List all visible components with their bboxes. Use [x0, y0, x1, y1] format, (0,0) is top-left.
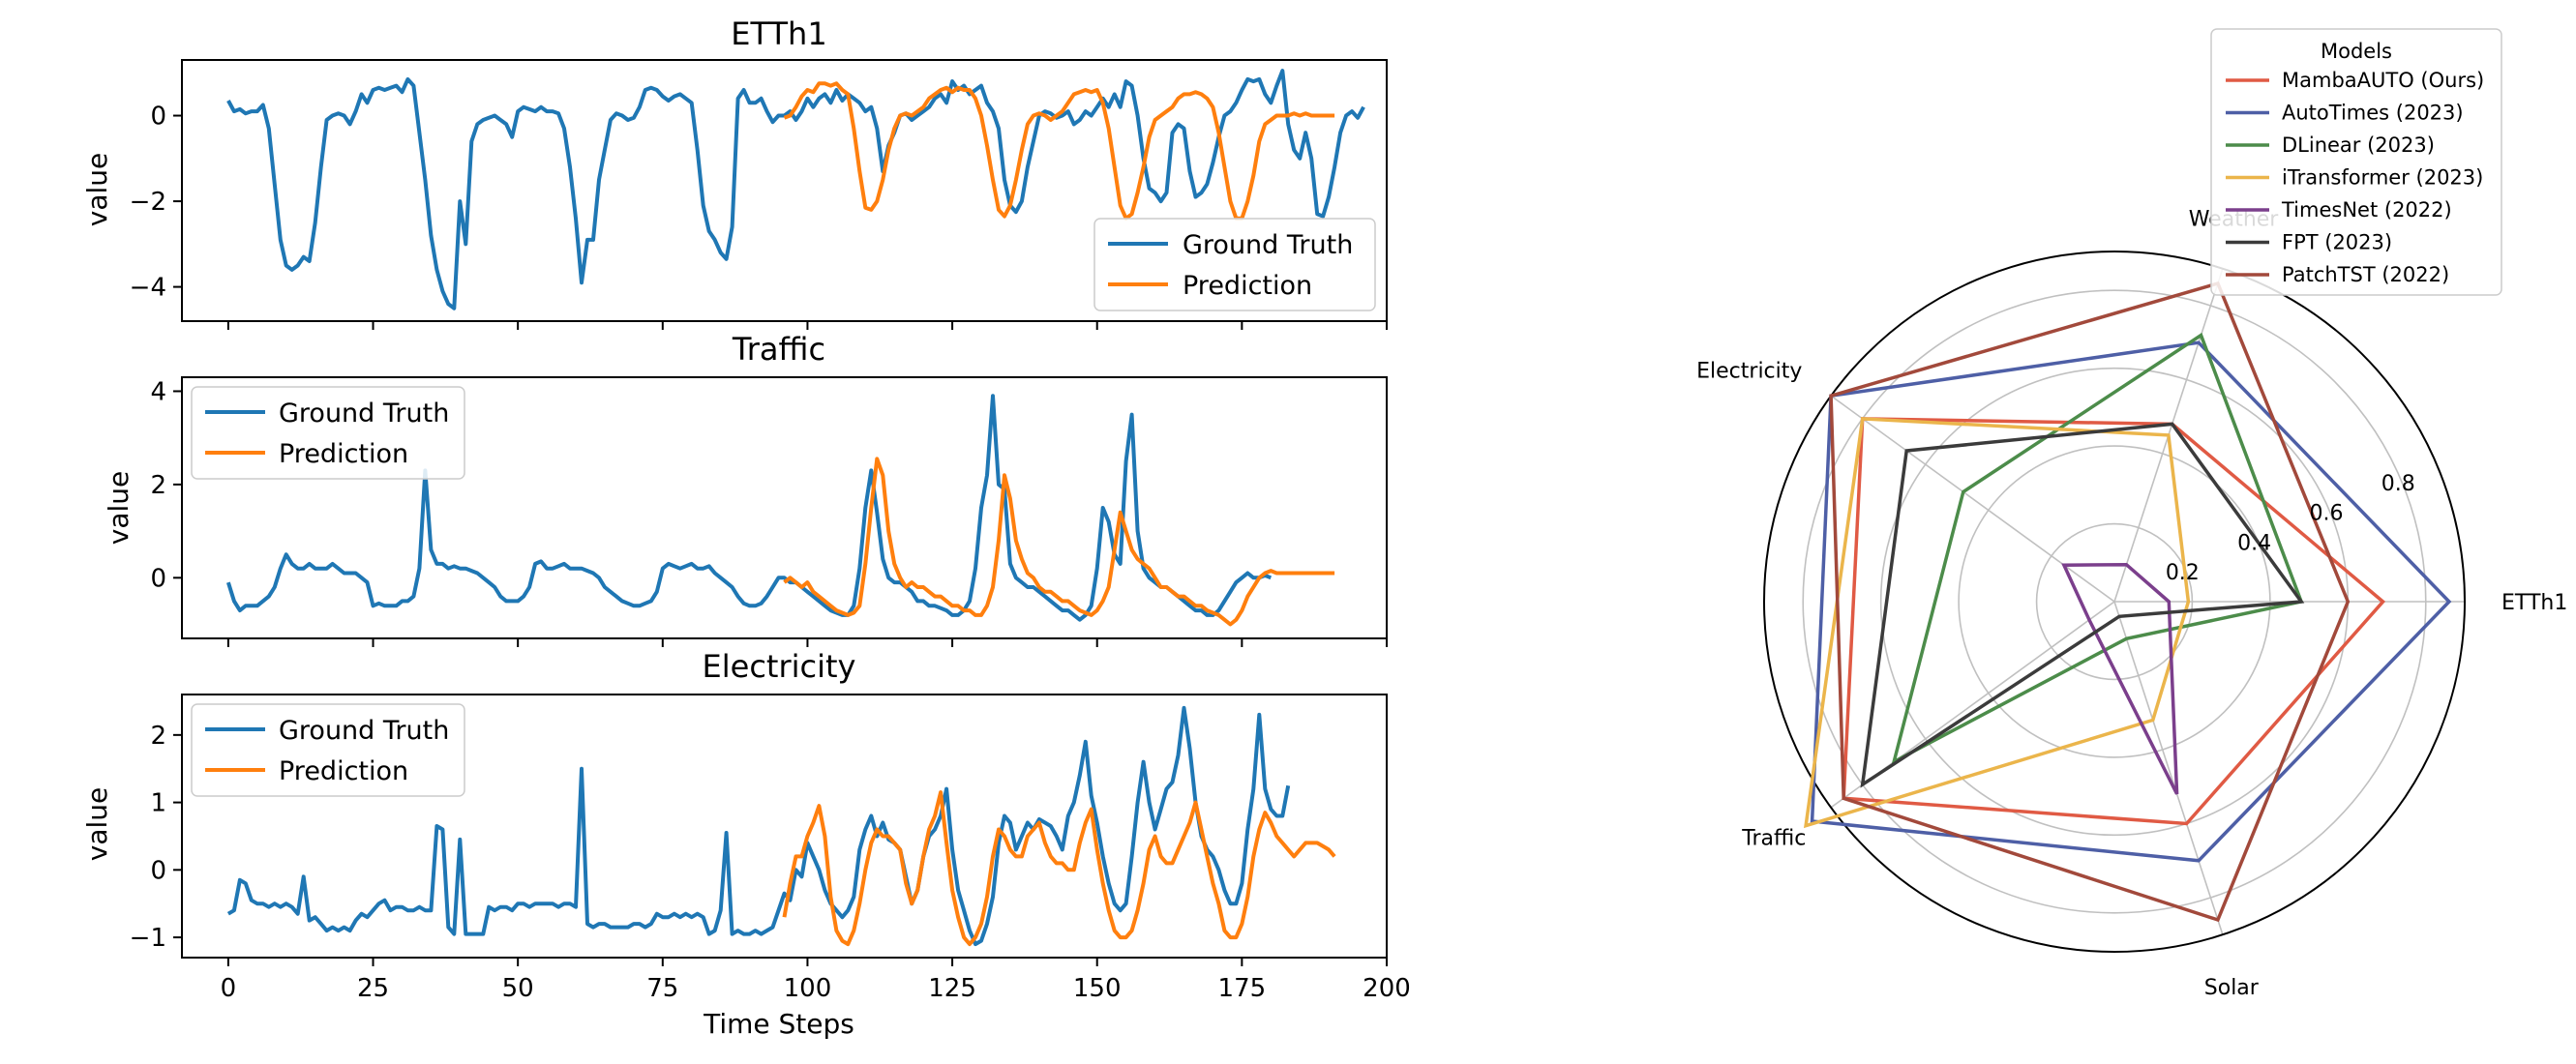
x-tick-label: 25 — [357, 974, 389, 1003]
panel-title-etth1: ETTh1 — [731, 15, 826, 52]
radar-spoke — [2113, 601, 2224, 935]
radar-axis-label-traffic: Traffic — [1741, 826, 1806, 850]
series-line-prediction — [783, 81, 1335, 221]
radar-series-timesnet-2022 — [2061, 562, 2179, 795]
y-tick-label: −1 — [130, 924, 166, 953]
legend-box-etth1 — [1093, 218, 1376, 311]
y-tick-label: −2 — [130, 188, 166, 217]
lines-etth1 — [226, 69, 1365, 310]
panel-etth1: ETTh1 value 0 −2 −4 Ground Truth Predictio… — [81, 15, 1388, 330]
y-tick-label: 0 — [150, 103, 166, 132]
radar-series-patchtst-2022 — [1829, 281, 2351, 923]
radar-chart: ETTh1WeatherElectricityTrafficSolar 0.20… — [1696, 28, 2567, 1000]
x-tick-label: 125 — [928, 974, 976, 1003]
legend-label-ground-truth: Ground Truth — [279, 716, 449, 746]
y-tick-label: 1 — [150, 789, 166, 818]
y-tick-label: 2 — [150, 471, 166, 500]
radar-legend-label: TimesNet (2022) — [2281, 198, 2452, 222]
radar-legend: Models MambaAUTO (Ours) AutoTimes (2023) D… — [2210, 28, 2502, 296]
panel-traffic: Traffic value 4 2 0 Ground Truth Predictio… — [103, 331, 1388, 647]
radar-legend-title: Models — [2321, 40, 2392, 63]
legend-etth1: Ground Truth Prediction — [1093, 218, 1376, 311]
radar-series-autotimes-2023 — [1810, 340, 2452, 863]
radar-series-fpt-2023 — [1860, 422, 2305, 788]
y-axis-label-traffic: value — [103, 471, 135, 545]
series-line-prediction — [782, 790, 1336, 947]
radar-legend-box — [2210, 28, 2502, 296]
x-tick-label: 200 — [1363, 974, 1411, 1003]
legend-box-traffic — [191, 386, 465, 480]
radar-legend-label: DLinear (2023) — [2282, 133, 2435, 157]
y-axis-label-etth1: value — [81, 153, 113, 226]
y-tick-label: 0 — [150, 856, 166, 885]
plot-frame-electricity — [181, 694, 1388, 959]
radar-series-dlinear-2023 — [1891, 332, 2304, 765]
y-tick-label: 2 — [150, 722, 166, 751]
radar-radial-tick-label: 0.4 — [2237, 531, 2271, 555]
radar-axis-label-etth1: ETTh1 — [2501, 591, 2567, 615]
legend-label-ground-truth: Ground Truth — [279, 399, 449, 429]
radar-radial-ticks: 0.2 0.4 0.6 0.8 — [2166, 472, 2415, 585]
y-axis-label-electricity: value — [81, 787, 113, 861]
series-line-ground-truth — [225, 394, 1273, 622]
y-tick-label: −4 — [130, 274, 166, 303]
legend-electricity: Ground Truth Prediction — [191, 703, 465, 797]
y-tick-label: 4 — [150, 377, 166, 406]
legend-box-electricity — [191, 703, 465, 797]
panel-title-electricity: Electricity — [703, 648, 856, 685]
radar-legend-label: AutoTimes (2023) — [2282, 102, 2464, 125]
lines-electricity — [226, 705, 1336, 947]
y-tick-label: 0 — [150, 564, 166, 593]
legend-label-prediction: Prediction — [1183, 271, 1312, 301]
panel-title-traffic: Traffic — [732, 331, 825, 368]
x-tick-label: 75 — [646, 974, 678, 1003]
legend-label-prediction: Prediction — [279, 439, 408, 469]
legend-label-prediction: Prediction — [279, 756, 408, 786]
ticks-traffic: 4 2 0 — [150, 377, 1388, 647]
radar-grid — [1763, 251, 2466, 953]
radar-radial-tick-label: 0.8 — [2381, 472, 2415, 496]
lines-traffic — [225, 394, 1335, 627]
series-line-ground-truth — [226, 69, 1365, 310]
radar-spoke — [1830, 395, 2115, 603]
ticks-electricity: 2 1 0 −1 0 25 50 75 100 125 150 175 200 — [130, 722, 1411, 1003]
plot-frame-etth1 — [181, 59, 1388, 322]
radar-series-mambaauto-ours — [1842, 417, 2385, 826]
x-tick-label: 0 — [221, 974, 237, 1003]
x-tick-label: 175 — [1218, 974, 1267, 1003]
radar-legend-label: MambaAUTO (Ours) — [2282, 69, 2484, 92]
radar-radial-tick-label: 0.2 — [2166, 561, 2200, 585]
radar-axis-label-electricity: Electricity — [1696, 360, 1802, 384]
plot-frame-traffic — [181, 376, 1388, 639]
legend-traffic: Ground Truth Prediction — [191, 386, 465, 480]
legend-label-ground-truth: Ground Truth — [1183, 230, 1353, 260]
radar-axis-label-solar: Solar — [2204, 976, 2260, 1000]
radar-outer-frame — [1763, 251, 2466, 953]
ticks-etth1: 0 −2 −4 — [130, 103, 1388, 330]
x-tick-label: 100 — [784, 974, 832, 1003]
radar-legend-label: iTransformer (2023) — [2282, 166, 2483, 190]
radar-legend-label: PatchTST (2022) — [2282, 263, 2449, 286]
series-line-ground-truth — [226, 705, 1291, 947]
x-axis-label: Time Steps — [703, 1008, 854, 1040]
radar-legend-label: FPT (2023) — [2282, 231, 2392, 254]
x-tick-label: 50 — [502, 974, 534, 1003]
series-line-prediction — [783, 457, 1335, 627]
x-tick-label: 150 — [1073, 974, 1122, 1003]
panel-electricity: Electricity value 2 1 0 −1 0 25 50 75 100 125 150 1… — [81, 648, 1411, 1040]
radar-series — [1803, 281, 2452, 923]
radar-series-itransformer-2023 — [1803, 417, 2191, 829]
radar-axis-labels: ETTh1WeatherElectricityTrafficSolar — [1696, 207, 2567, 1000]
radar-radial-tick-label: 0.6 — [2309, 502, 2343, 526]
